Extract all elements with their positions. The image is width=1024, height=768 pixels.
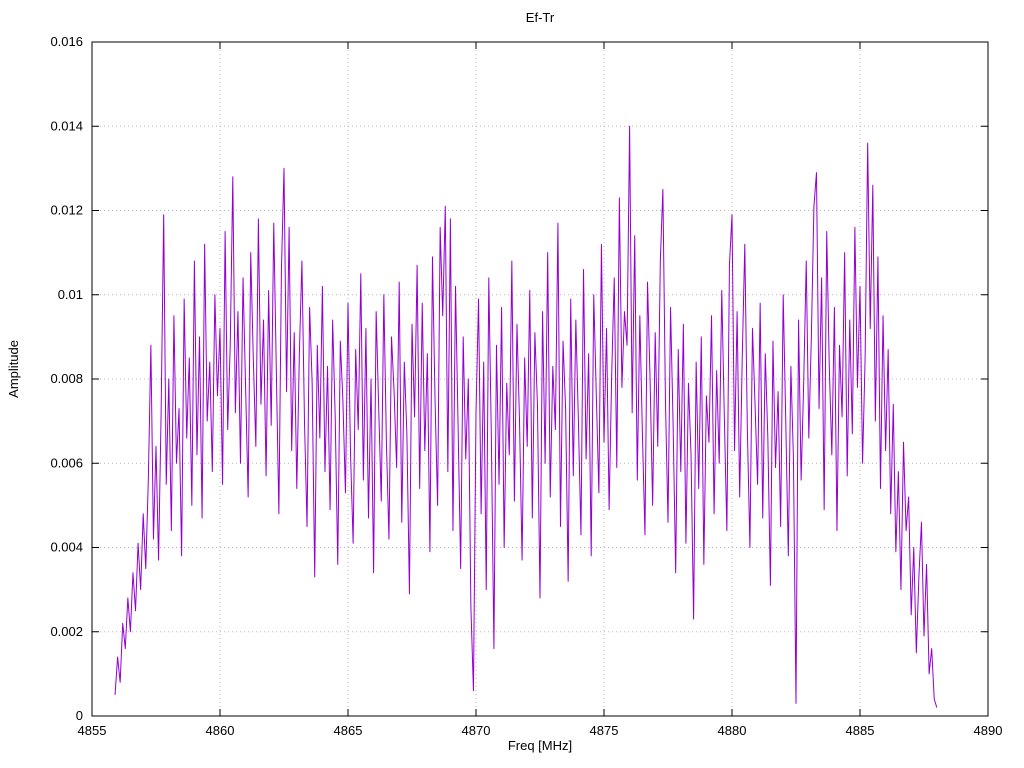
svg-text:4865: 4865 [334, 723, 363, 738]
svg-text:4855: 4855 [78, 723, 107, 738]
svg-text:4885: 4885 [846, 723, 875, 738]
x-axis-label: Freq [MHz] [507, 738, 573, 753]
svg-text:0.01: 0.01 [58, 287, 83, 302]
svg-text:4875: 4875 [590, 723, 619, 738]
svg-text:0.014: 0.014 [50, 118, 83, 133]
chart-title: Ef-Tr [525, 10, 555, 25]
svg-text:0.012: 0.012 [50, 203, 83, 218]
svg-text:0.004: 0.004 [50, 540, 83, 555]
svg-text:0.002: 0.002 [50, 624, 83, 639]
svg-text:4890: 4890 [974, 723, 1003, 738]
svg-text:0: 0 [76, 708, 83, 723]
svg-text:0.008: 0.008 [50, 371, 83, 386]
svg-text:4880: 4880 [718, 723, 747, 738]
svg-text:0.016: 0.016 [50, 34, 83, 49]
svg-text:4870: 4870 [462, 723, 491, 738]
svg-text:4860: 4860 [206, 723, 235, 738]
svg-text:0.006: 0.006 [50, 455, 83, 470]
